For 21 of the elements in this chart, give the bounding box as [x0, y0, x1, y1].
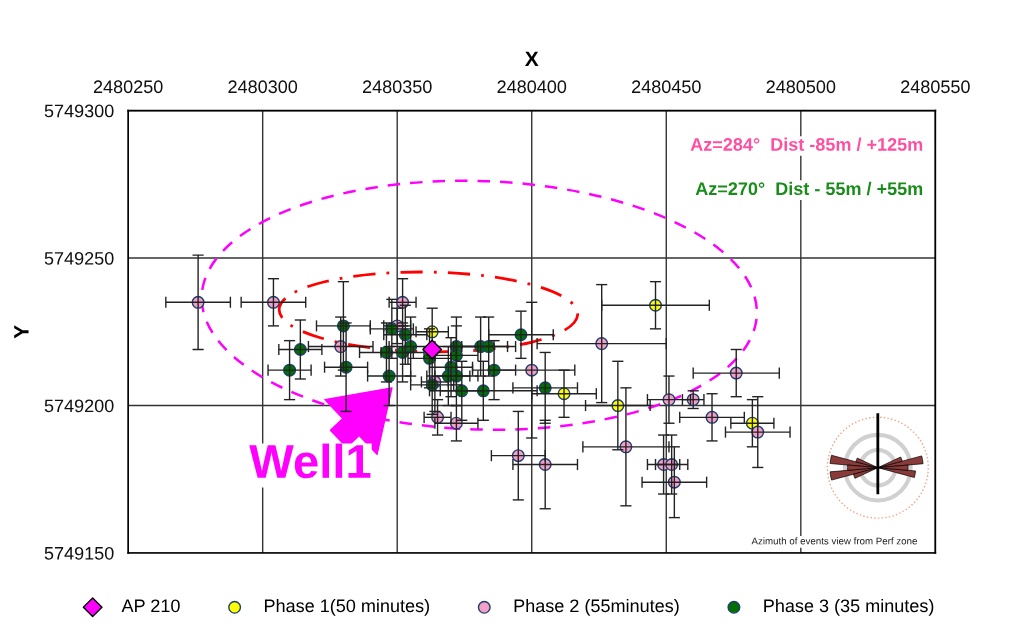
y-tick-label: 5749250	[44, 252, 114, 265]
y-tick-label: 5749150	[44, 546, 114, 560]
annotation: Az=270° Dist - 55m / +55m	[695, 181, 923, 196]
legend-label: Phase 1(50 minutes)	[264, 598, 429, 616]
legend-label: AP 210	[121, 599, 180, 613]
annotation: Az=284° Dist -85m / +125m	[690, 137, 923, 152]
x-tick-label: 2480250	[93, 80, 163, 94]
legend-label: Phase 3 (35 minutes)	[764, 598, 934, 616]
x-tick-label: 2480550	[901, 80, 970, 94]
y-axis-title: Y	[14, 325, 29, 339]
x-tick-label: 2480450	[632, 80, 701, 94]
annotation: Azimuth of events view from Perf zone	[751, 537, 917, 545]
y-tick-label: 5749300	[44, 104, 114, 118]
x-tick-label: 2480400	[497, 80, 567, 94]
x-tick-label: 2480300	[228, 80, 298, 94]
x-tick-label: 2480500	[766, 80, 836, 94]
legend-label: Phase 2 (55minutes)	[514, 598, 679, 616]
x-tick-label: 2480350	[362, 80, 432, 94]
y-tick-label: 5749200	[44, 399, 114, 413]
x-axis-title: X	[524, 51, 539, 66]
annotation: Well1	[249, 443, 371, 479]
